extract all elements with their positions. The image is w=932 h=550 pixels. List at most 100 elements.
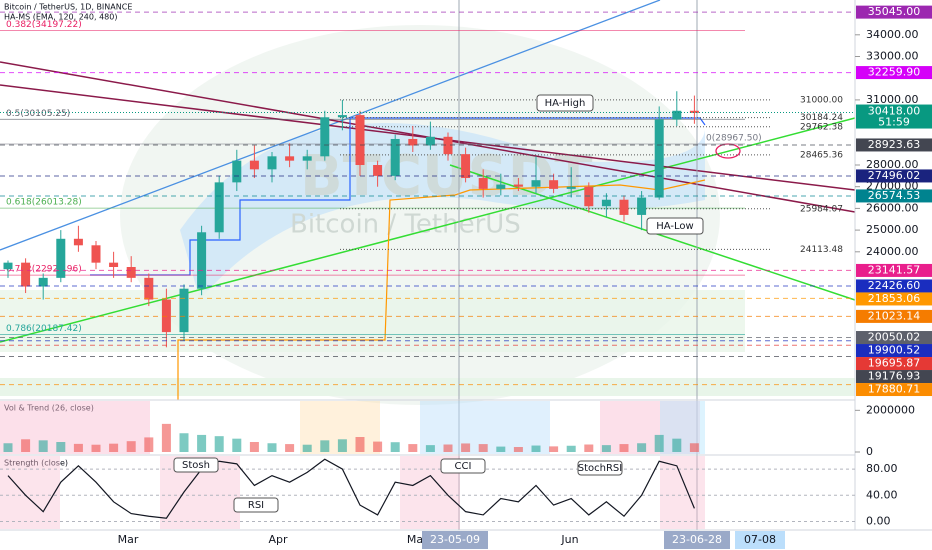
candle-body: [549, 180, 559, 189]
strength-band: [0, 456, 60, 529]
annotation-box: [536, 94, 594, 112]
candle-body: [232, 160, 242, 183]
price-tag-label: 19695.87: [868, 357, 921, 370]
watermark: BTCUSDT: [300, 144, 592, 209]
candle-body: [390, 138, 400, 176]
candle-body: [689, 110, 699, 113]
ha-line: [177, 179, 706, 400]
price-tag-label: 19900.52: [868, 344, 921, 357]
candle-body: [73, 238, 83, 246]
x-tag-label: 23-05-09: [430, 533, 480, 546]
candle-body: [320, 117, 330, 157]
x-tag: [735, 531, 785, 549]
volume-bar: [91, 444, 101, 452]
volume-bar: [249, 442, 259, 452]
volume-bar: [373, 441, 383, 452]
candle-body: [373, 165, 383, 176]
price-tag: [856, 309, 932, 323]
candle-body: [161, 299, 171, 333]
indicator-label: Stosh: [182, 460, 210, 471]
candle-body: [302, 156, 312, 161]
zone: [0, 290, 745, 352]
y-tick-label: 2000000: [866, 403, 915, 416]
fib-label: 0.786(20187.42): [6, 324, 82, 334]
countdown: 51:59: [878, 116, 910, 129]
candle-body: [285, 156, 295, 161]
volume-bar: [56, 442, 66, 452]
y-tick-label: 33000.00: [866, 50, 919, 63]
price-tag: [856, 357, 932, 371]
level-label: 30184.24: [800, 113, 843, 123]
indicator-label: RSI: [248, 500, 264, 511]
volume-bar: [232, 438, 242, 452]
x-tag: [664, 531, 730, 549]
x-tick-label: Ma: [407, 533, 423, 546]
candle-body: [637, 197, 647, 215]
candle-body: [496, 184, 506, 189]
volume-bar: [408, 444, 418, 452]
volume-bar: [320, 440, 330, 452]
volume-bar: [126, 441, 136, 452]
y-tick-label: 28000.00: [866, 158, 919, 171]
candle-body: [179, 288, 189, 333]
price-tag: [856, 263, 932, 277]
volume-bar: [443, 444, 453, 452]
candle-body: [601, 199, 611, 207]
volume-bar: [73, 443, 83, 452]
y-tick-label: 80.00: [866, 462, 898, 475]
volume-bar: [390, 442, 400, 452]
x-tag: [422, 531, 488, 549]
fib-label: 0.5(30105.25): [6, 109, 70, 119]
volume-bar: [584, 444, 594, 452]
price-tag: [856, 169, 932, 183]
indicator-label: StochRSI: [578, 463, 622, 474]
candle-body: [214, 182, 224, 233]
price-tag: [856, 292, 932, 306]
candle-body: [531, 180, 541, 187]
annotation: HA-Low: [656, 221, 693, 232]
price-tag-label: 21853.06: [868, 292, 921, 305]
candle-body: [126, 266, 136, 278]
volume-bar: [637, 443, 647, 452]
volume-bar: [267, 443, 277, 452]
current-price-tag: [856, 104, 932, 129]
label-box: [577, 460, 623, 476]
volume-bar: [161, 423, 171, 452]
candle-body: [144, 277, 154, 300]
price-tag-label: 35045.00: [868, 5, 921, 18]
strength-line: [7, 458, 695, 519]
x-tag-label: 07-08: [744, 533, 776, 546]
price-tag: [856, 189, 932, 203]
strength-band: [660, 456, 705, 529]
level-label: 25984.07: [800, 204, 843, 214]
price-tag: [856, 383, 932, 397]
candle-body: [478, 178, 488, 189]
volume-bar: [109, 443, 119, 452]
candle-body: [425, 136, 435, 146]
volume-bar: [355, 437, 365, 452]
candle-body: [566, 186, 576, 189]
volume-bar: [461, 443, 471, 452]
volume-bar: [654, 434, 664, 452]
candle-body: [619, 199, 629, 215]
volume-bar: [337, 439, 347, 452]
volume-bar: [601, 445, 611, 452]
volume-bar: [689, 443, 699, 452]
candle-body: [672, 110, 682, 120]
candle-body: [461, 154, 471, 179]
x-tick-label: Jun: [560, 533, 578, 546]
volume-bar: [197, 434, 207, 452]
candle-body: [38, 277, 48, 287]
volume-bar: [619, 444, 629, 452]
current-price-label: 30418.00: [868, 105, 921, 118]
price-tag-label: 28923.63: [868, 138, 921, 151]
volume-bar: [285, 444, 295, 452]
price-tag: [856, 344, 932, 358]
price-tag: [856, 331, 932, 345]
y-tick-label: 24000.00: [866, 245, 919, 258]
panel-title: Vol & Trend (26, close): [4, 404, 94, 413]
label-box: [233, 497, 279, 513]
y-tick-label: 0: [866, 445, 873, 458]
volume-bar: [38, 440, 48, 452]
